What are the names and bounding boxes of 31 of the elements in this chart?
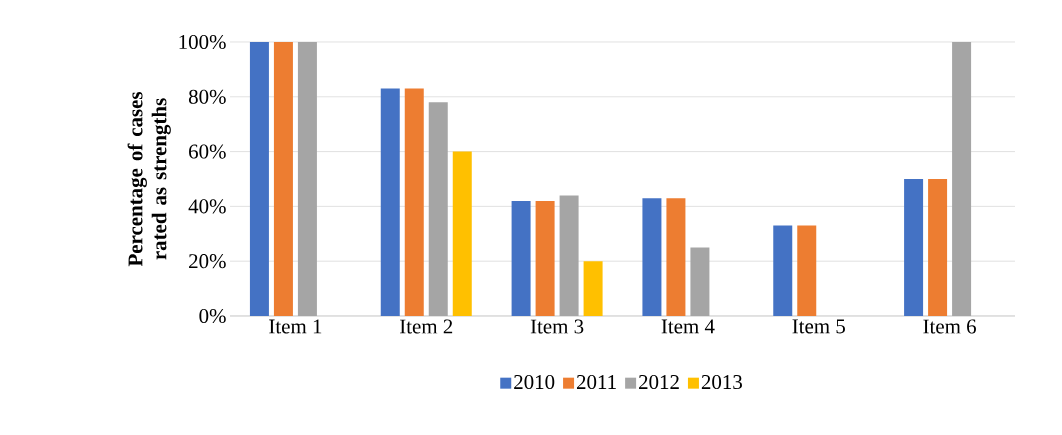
bar [928,178,948,316]
x-tick-label: Item 1 [269,319,322,334]
bar [666,198,686,316]
bar [404,88,424,316]
y-tick-label: 0% [199,308,226,324]
bar [797,225,817,316]
bar [380,88,400,316]
x-tick-label: Item 4 [661,319,715,334]
bar [452,151,472,316]
bar [511,200,531,316]
x-tick-label: Item 2 [399,319,453,334]
y-axis-title: Percentage of cases rated as strengths [127,91,171,267]
bar [642,198,662,316]
x-tick-label: Item 3 [530,319,584,334]
legend-label: 2010 [514,374,555,390]
bar [249,41,269,316]
legend-label: 2011 [576,374,616,390]
bar [773,225,793,316]
y-tick-label: 20% [189,254,226,269]
legend-label: 2013 [701,374,742,390]
bar [904,178,924,316]
x-tick-label: Item 5 [792,319,845,334]
y-tick-label: 80% [188,89,226,104]
bar [273,41,293,316]
y-tick-label: 40% [188,199,226,214]
y-tick-label: 100% [179,34,226,50]
legend-label: 2012 [639,374,679,390]
y-tick-label: 60% [189,144,226,159]
bar [535,200,555,316]
bar [583,261,603,316]
x-tick-label: Item 6 [923,319,976,334]
